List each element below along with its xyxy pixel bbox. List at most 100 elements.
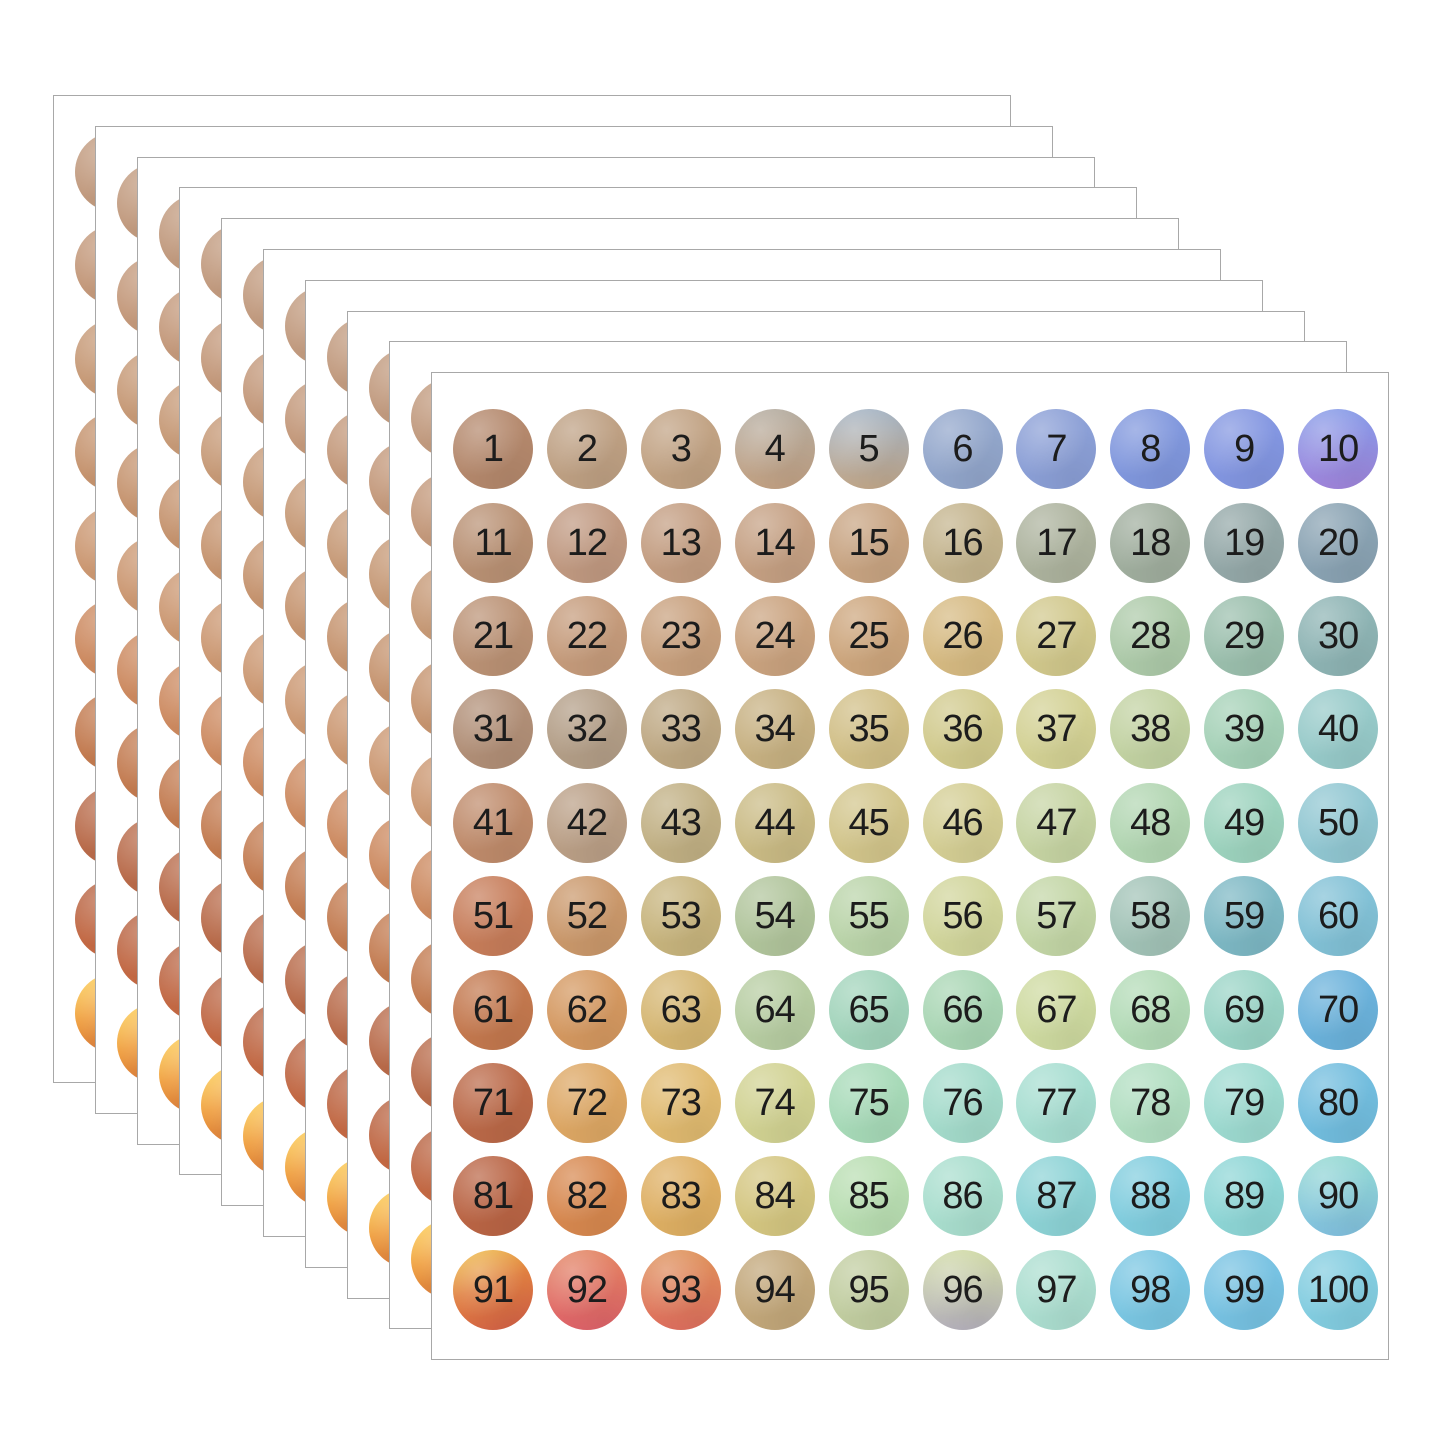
sticker-number-label: 62 <box>566 988 608 1031</box>
number-sticker-84: 84 <box>734 1156 815 1237</box>
sticker-number-label: 37 <box>1036 708 1077 751</box>
number-sticker-27: 27 <box>1016 595 1097 676</box>
number-sticker-25: 25 <box>828 595 909 676</box>
sticker-number-label: 75 <box>848 1081 889 1124</box>
number-sticker-46: 46 <box>922 782 1003 863</box>
sticker-number-label: 8 <box>1140 428 1161 471</box>
number-sticker-23: 23 <box>640 595 721 676</box>
sticker-number-label: 40 <box>1317 708 1359 751</box>
sticker-number-label: 65 <box>848 988 889 1031</box>
sticker-number-label: 7 <box>1046 428 1067 471</box>
sticker-number-label: 24 <box>754 614 796 657</box>
number-sticker-81: 81 <box>453 1156 533 1237</box>
number-sticker-93: 93 <box>640 1249 721 1330</box>
sticker-number-label: 77 <box>1036 1081 1077 1124</box>
number-sticker-95: 95 <box>828 1249 909 1330</box>
sticker-number-label: 60 <box>1317 895 1359 938</box>
sticker-number-label: 48 <box>1130 801 1171 844</box>
number-sticker-16: 16 <box>922 502 1003 583</box>
number-sticker-78: 78 <box>1110 1062 1191 1143</box>
number-sticker-91: 91 <box>453 1249 533 1330</box>
sticker-number-label: 28 <box>1130 614 1171 657</box>
number-sticker-76: 76 <box>922 1062 1003 1143</box>
sticker-number-label: 9 <box>1234 428 1255 471</box>
sticker-number-label: 5 <box>858 428 880 471</box>
number-sticker-37: 37 <box>1016 689 1097 770</box>
number-sticker-14: 14 <box>734 502 815 583</box>
sticker-number-label: 20 <box>1317 521 1359 564</box>
number-sticker-50: 50 <box>1298 782 1379 863</box>
sticker-number-label: 14 <box>754 521 796 564</box>
sticker-number-label: 64 <box>754 988 796 1031</box>
sticker-number-label: 96 <box>942 1268 983 1311</box>
number-sticker-61: 61 <box>453 969 533 1050</box>
sticker-number-label: 11 <box>474 521 512 564</box>
number-sticker-96: 96 <box>922 1249 1003 1330</box>
number-sticker-40: 40 <box>1298 689 1379 770</box>
number-sticker-71: 71 <box>453 1062 533 1143</box>
sticker-number-label: 56 <box>942 895 983 938</box>
number-sticker-92: 92 <box>546 1249 627 1330</box>
sticker-number-label: 97 <box>1036 1268 1077 1311</box>
number-sticker-55: 55 <box>828 876 909 957</box>
number-sticker-30: 30 <box>1298 595 1379 676</box>
sticker-number-label: 29 <box>1224 614 1265 657</box>
number-sticker-38: 38 <box>1110 689 1191 770</box>
sticker-number-label: 16 <box>942 521 983 564</box>
sticker-number-label: 67 <box>1036 988 1077 1031</box>
number-sticker-77: 77 <box>1016 1062 1097 1143</box>
number-sticker-80: 80 <box>1298 1062 1379 1143</box>
number-sticker-41: 41 <box>453 782 533 863</box>
sticker-number-label: 70 <box>1317 988 1359 1031</box>
number-sticker-44: 44 <box>734 782 815 863</box>
sticker-number-label: 91 <box>472 1268 514 1311</box>
number-sticker-24: 24 <box>734 595 815 676</box>
sticker-number-label: 36 <box>942 708 983 751</box>
number-sticker-21: 21 <box>453 595 533 676</box>
number-sticker-88: 88 <box>1110 1156 1191 1237</box>
sticker-number-label: 54 <box>754 895 796 938</box>
number-sticker-31: 31 <box>453 689 533 770</box>
number-sticker-100: 100 <box>1298 1249 1379 1330</box>
sticker-number-label: 86 <box>942 1175 983 1218</box>
number-sticker-17: 17 <box>1016 502 1097 583</box>
number-sticker-74: 74 <box>734 1062 815 1143</box>
number-sticker-98: 98 <box>1110 1249 1191 1330</box>
number-sticker-57: 57 <box>1016 876 1097 957</box>
number-sticker-15: 15 <box>828 502 909 583</box>
sticker-number-label: 35 <box>848 708 889 751</box>
sticker-number-label: 59 <box>1224 895 1265 938</box>
sticker-number-label: 95 <box>848 1268 889 1311</box>
sticker-number-label: 74 <box>754 1081 796 1124</box>
sticker-number-label: 82 <box>566 1175 608 1218</box>
number-sticker-6: 6 <box>922 409 1003 490</box>
number-sticker-72: 72 <box>546 1062 627 1143</box>
sticker-number-label: 15 <box>848 521 889 564</box>
number-sticker-7: 7 <box>1016 409 1097 490</box>
number-sticker-19: 19 <box>1204 502 1285 583</box>
sticker-number-label: 10 <box>1317 428 1359 471</box>
number-sticker-70: 70 <box>1298 969 1379 1050</box>
sticker-number-label: 12 <box>566 521 608 564</box>
number-sticker-47: 47 <box>1016 782 1097 863</box>
sticker-number-label: 45 <box>848 801 889 844</box>
sticker-number-label: 42 <box>566 801 608 844</box>
number-sticker-63: 63 <box>640 969 721 1050</box>
number-sticker-86: 86 <box>922 1156 1003 1237</box>
number-sticker-75: 75 <box>828 1062 909 1143</box>
sticker-number-label: 27 <box>1036 614 1077 657</box>
number-sticker-87: 87 <box>1016 1156 1097 1237</box>
sticker-number-label: 31 <box>472 708 514 751</box>
number-sticker-68: 68 <box>1110 969 1191 1050</box>
sticker-number-label: 81 <box>472 1175 514 1218</box>
sticker-number-label: 52 <box>566 895 608 938</box>
number-sticker-62: 62 <box>546 969 627 1050</box>
number-sticker-43: 43 <box>640 782 721 863</box>
number-sticker-11: 11 <box>453 502 533 583</box>
sticker-number-label: 23 <box>660 614 702 657</box>
number-sticker-94: 94 <box>734 1249 815 1330</box>
sticker-number-label: 22 <box>566 614 608 657</box>
sticker-number-label: 32 <box>566 708 608 751</box>
number-sticker-3: 3 <box>640 409 721 490</box>
number-sticker-18: 18 <box>1110 502 1191 583</box>
